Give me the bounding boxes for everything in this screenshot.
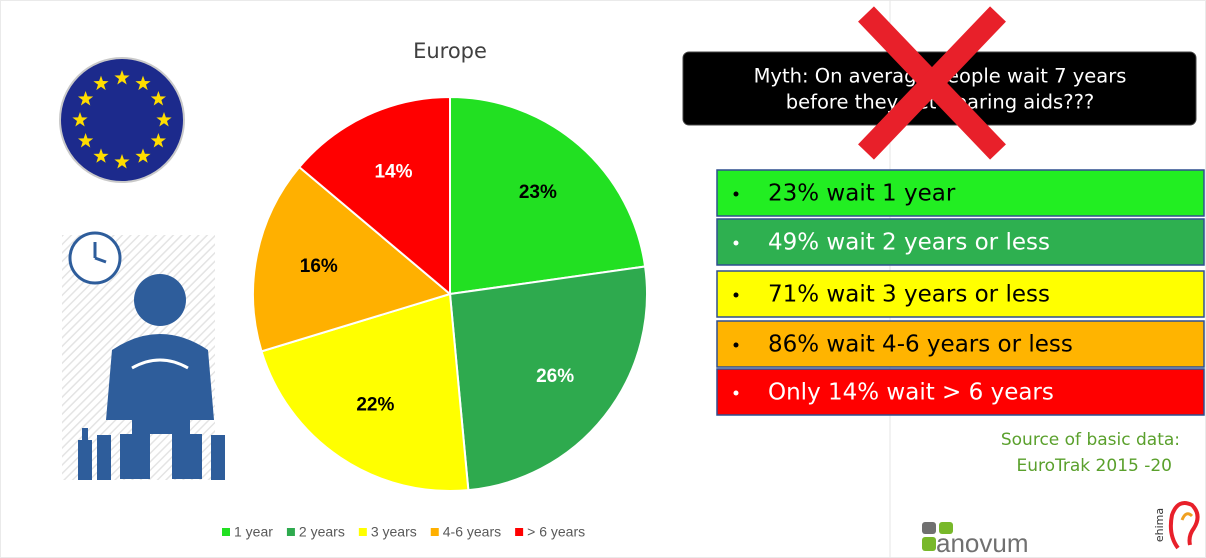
chart-title: Europe	[413, 39, 487, 63]
star	[72, 112, 88, 127]
bullet-box	[716, 169, 1205, 217]
bullet-box	[716, 218, 1205, 266]
slice-label: 23%	[519, 182, 557, 203]
slice-label: 14%	[374, 162, 412, 183]
star	[114, 70, 130, 85]
bullet-dot	[733, 292, 739, 298]
legend-label: > 6 years	[527, 524, 585, 540]
star	[150, 133, 166, 148]
person-icon	[78, 274, 225, 480]
bullet-box	[716, 368, 1205, 416]
pie-slice	[448, 265, 648, 492]
star	[156, 112, 172, 127]
legend-swatch	[358, 528, 367, 536]
source-line: EuroTrak 2015 -20	[1016, 456, 1172, 476]
pie-slice	[297, 95, 451, 297]
bullet-dot	[733, 240, 739, 246]
legend-label: 4-6 years	[443, 524, 501, 540]
pie-slice	[260, 292, 470, 492]
legend-swatch	[222, 528, 230, 536]
clock-icon	[68, 231, 122, 285]
star	[93, 75, 109, 91]
star	[114, 154, 130, 169]
bullet-text: Only 14% wait > 6 years	[768, 380, 1054, 406]
bullet-text: 71% wait 3 years or less	[768, 282, 1050, 308]
red-cross	[858, 6, 1006, 160]
eu-flag	[59, 57, 185, 183]
bullet-box	[716, 320, 1205, 368]
bullet-dot	[733, 191, 739, 197]
source-line: Source of basic data:	[1001, 430, 1180, 450]
star	[78, 133, 94, 148]
bullet-text: 23% wait 1 year	[768, 181, 956, 207]
pie-slice	[252, 165, 453, 353]
star	[78, 91, 94, 106]
legend-swatch	[430, 528, 439, 536]
slice-label: 16%	[300, 256, 338, 277]
legend-swatch	[286, 528, 295, 536]
anovum-logo: anovum	[922, 522, 1029, 558]
legend-label: 2 years	[299, 524, 345, 540]
bullet-text: 86% wait 4-6 years or less	[768, 332, 1073, 358]
slice-label: 26%	[536, 366, 574, 387]
bullet-text: 49% wait 2 years or less	[768, 230, 1050, 256]
star	[135, 75, 151, 91]
anovum-text: anovum	[936, 528, 1029, 558]
bullet-dot	[733, 390, 739, 396]
ehima-text: ehima	[1153, 508, 1166, 542]
star	[135, 148, 151, 163]
legend-swatch	[515, 528, 524, 536]
legend-label: 1 year	[234, 524, 273, 540]
slice-label: 22%	[356, 394, 394, 415]
star	[93, 148, 109, 163]
pie-slice	[449, 95, 647, 296]
bullet-box	[716, 270, 1205, 318]
legend-label: 3 years	[371, 524, 417, 540]
ehima-logo: ehima	[1153, 501, 1200, 550]
bullet-dot	[733, 342, 739, 348]
star	[150, 91, 166, 106]
